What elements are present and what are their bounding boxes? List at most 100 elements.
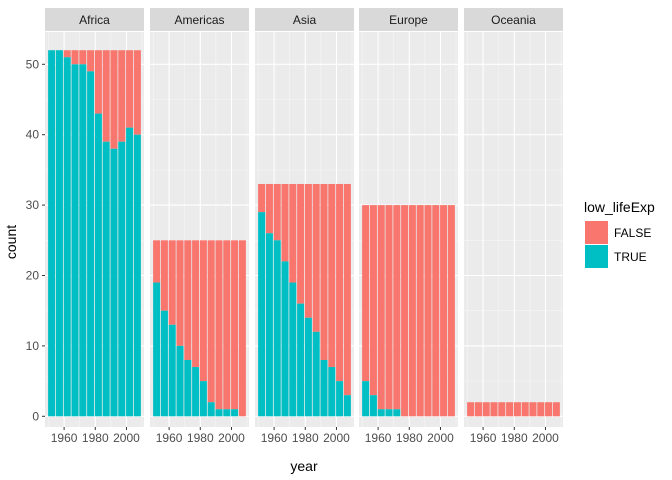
bar-true-1977	[297, 303, 305, 417]
bar-true-2007	[133, 134, 141, 417]
facet-strip	[45, 8, 144, 31]
facet-strip	[359, 8, 458, 31]
bar-false-2002	[336, 183, 344, 382]
bar-true-1967	[385, 409, 393, 417]
bar-true-1952	[258, 212, 266, 417]
x-tick-label: 1960	[261, 431, 288, 445]
bar-false-1967	[385, 205, 393, 410]
bar-true-1987	[102, 141, 110, 417]
bar-true-1957	[55, 50, 63, 417]
bar-false-2002	[231, 240, 239, 410]
bar-false-1992	[320, 183, 328, 360]
bar-true-1967	[71, 64, 79, 417]
bar-false-1982	[304, 183, 312, 318]
y-tick-label: 50	[26, 57, 40, 71]
bar-false-1992	[215, 240, 223, 410]
facet-strip-label: Europe	[389, 13, 428, 27]
legend: low_lifeExp FALSE TRUE	[584, 199, 655, 268]
bar-false-1997	[432, 205, 440, 417]
bar-true-1992	[110, 148, 118, 417]
bar-false-2007	[133, 50, 141, 135]
bar-false-1982	[408, 205, 416, 417]
bar-false-1987	[416, 205, 424, 417]
bar-false-1977	[401, 205, 409, 417]
bar-false-1967	[176, 240, 184, 346]
bar-true-1972	[393, 409, 401, 417]
panel-background	[464, 32, 563, 427]
bar-false-2007	[343, 183, 351, 396]
bar-false-1987	[102, 50, 110, 142]
bar-false-1957	[474, 402, 482, 417]
bar-false-1972	[79, 50, 87, 65]
legend-title: low_lifeExp	[584, 199, 655, 215]
facet-strip	[150, 8, 249, 31]
bar-true-1987	[312, 331, 320, 417]
bar-true-1992	[320, 359, 328, 417]
facet-strip	[255, 8, 354, 31]
bar-false-1957	[369, 205, 377, 396]
x-tick-label: 1960	[51, 431, 78, 445]
bar-false-1967	[490, 402, 498, 417]
bar-true-1972	[289, 282, 297, 417]
legend-label-false: FALSE	[614, 226, 651, 240]
bar-false-1967	[71, 50, 79, 65]
bar-true-1952	[48, 50, 56, 417]
facet-strip	[464, 8, 563, 31]
bar-false-1952	[362, 205, 370, 382]
bar-true-1952	[153, 282, 161, 417]
x-tick-label: 1980	[292, 431, 319, 445]
bar-false-1962	[168, 240, 176, 325]
x-tick-label: 1980	[187, 431, 214, 445]
facet-panel-africa: Africa 1960 1980 2000	[45, 8, 144, 445]
y-tick-label: 30	[26, 198, 40, 212]
facet-panel-oceania: Oceania 1960 1980 2000	[464, 8, 563, 445]
bar-true-1957	[369, 395, 377, 417]
bar-false-1997	[537, 402, 545, 417]
bar-false-1952	[153, 240, 161, 283]
bar-true-1982	[94, 113, 102, 417]
bar-true-2007	[343, 395, 351, 417]
bar-false-1977	[297, 183, 305, 304]
bar-false-1962	[273, 183, 281, 241]
bar-false-1982	[94, 50, 102, 114]
bar-false-1957	[160, 240, 168, 311]
facet-strip-label: Asia	[293, 13, 317, 27]
bar-true-1962	[273, 240, 281, 417]
y-tick-label: 40	[26, 128, 40, 142]
bar-false-1962	[63, 50, 71, 58]
bar-false-1997	[118, 50, 126, 142]
bar-false-1972	[393, 205, 401, 410]
facet-panel-europe: Europe 1960 1980 2000	[359, 8, 458, 445]
bar-false-2002	[126, 50, 134, 128]
bar-true-1997	[118, 141, 126, 417]
y-tick-label: 20	[26, 269, 40, 283]
facet-strip-label: Americas	[174, 13, 224, 27]
bar-false-2007	[447, 205, 455, 417]
bar-false-1997	[223, 240, 231, 410]
x-axis-label: year	[290, 458, 318, 474]
x-tick-label: 2000	[113, 431, 140, 445]
bar-false-1992	[529, 402, 537, 417]
bar-true-1972	[79, 64, 87, 417]
legend-key-true	[585, 245, 608, 268]
bar-true-1967	[176, 345, 184, 417]
bar-true-1962	[63, 57, 71, 417]
bar-true-1952	[362, 381, 370, 417]
bar-false-2002	[545, 402, 553, 417]
bar-false-1972	[184, 240, 192, 360]
facet-strip-label: Africa	[79, 13, 110, 27]
bar-false-1977	[87, 50, 95, 72]
x-tick-label: 1980	[82, 431, 109, 445]
bar-false-1962	[482, 402, 490, 417]
bar-false-1972	[498, 402, 506, 417]
bar-true-1962	[168, 324, 176, 417]
bar-false-1997	[328, 183, 336, 368]
y-tick-label: 0	[32, 409, 39, 423]
bar-false-1982	[513, 402, 521, 417]
legend-label-true: TRUE	[614, 250, 647, 264]
bar-true-1982	[304, 317, 312, 417]
bar-false-1952	[258, 183, 266, 213]
y-axis-label: count	[3, 225, 19, 259]
legend-key-false	[585, 221, 608, 244]
